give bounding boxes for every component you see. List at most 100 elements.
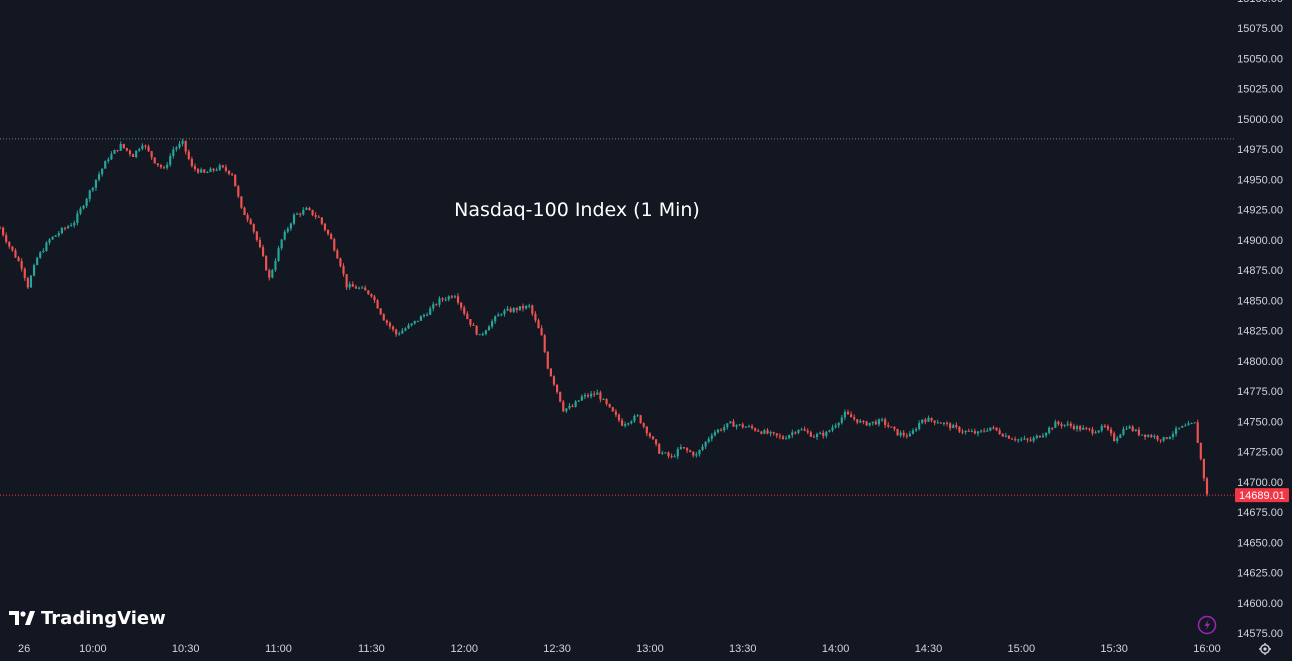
candle-body	[187, 151, 190, 160]
candle-body	[429, 308, 432, 315]
candle-body	[1190, 423, 1193, 425]
candle-body	[636, 415, 639, 417]
tradingview-logo-icon	[9, 611, 35, 625]
candle-body	[376, 300, 379, 309]
candle-body	[732, 421, 735, 427]
candle-body	[1091, 429, 1094, 434]
candle-body	[645, 426, 648, 434]
candle-body	[388, 322, 392, 327]
candle-body	[243, 207, 246, 216]
y-tick-label: 14625.00	[1237, 568, 1283, 580]
x-tick-label: 16:00	[1193, 643, 1221, 655]
candle-body	[992, 427, 995, 429]
candle-body	[874, 421, 877, 425]
candle-body	[571, 405, 574, 407]
candle-body	[741, 424, 744, 428]
candle-body	[135, 150, 138, 157]
candle-body	[590, 393, 593, 397]
y-tick-label: 14850.00	[1237, 295, 1283, 307]
y-tick-label: 14875.00	[1237, 265, 1283, 277]
candle-body	[364, 287, 367, 291]
tradingview-wordmark: TradingView	[41, 608, 166, 629]
candle-body	[528, 305, 531, 307]
candle-body	[521, 306, 525, 309]
candle-body	[1057, 421, 1060, 425]
chart-title: Nasdaq-100 Index (1 Min)	[454, 199, 700, 221]
candle-body	[692, 451, 695, 456]
candle-body	[320, 217, 323, 224]
candle-body	[283, 231, 286, 240]
candle-body	[846, 411, 850, 415]
candle-body	[150, 151, 153, 158]
candle-body	[70, 225, 73, 227]
candle-body	[924, 419, 927, 422]
candle-body	[806, 430, 809, 433]
candle-body	[1187, 423, 1190, 426]
candle-body	[701, 446, 704, 450]
candle-body	[825, 431, 828, 436]
candle-body	[39, 252, 42, 258]
tradingview-logo[interactable]: TradingView	[9, 608, 166, 629]
candle-body	[785, 438, 788, 440]
candle-body	[772, 432, 775, 434]
candle-body	[1032, 437, 1035, 441]
candle-body	[1193, 422, 1196, 424]
x-tick-label: 12:00	[450, 643, 478, 655]
candle-body	[184, 140, 187, 152]
candle-body	[778, 435, 781, 437]
candle-body	[1196, 422, 1199, 443]
candle-body	[17, 257, 20, 262]
candle-body	[871, 421, 874, 423]
candle-body	[859, 420, 862, 423]
candle-body	[667, 452, 670, 457]
candle-body	[1162, 437, 1165, 441]
candle-body	[385, 320, 388, 323]
candle-body	[704, 441, 707, 447]
candle-body	[599, 392, 602, 400]
candle-body	[942, 422, 946, 424]
candle-body	[444, 299, 447, 301]
x-tick-label: 13:00	[636, 643, 664, 655]
candle-body	[908, 433, 911, 437]
candle-body	[729, 421, 732, 424]
candle-body	[1106, 426, 1110, 430]
candle-body	[357, 287, 361, 289]
candle-body	[48, 239, 51, 243]
candle-body	[469, 319, 472, 325]
candle-body	[995, 427, 998, 431]
candle-body	[760, 431, 763, 434]
candle-body	[97, 174, 101, 180]
candle-body	[1082, 427, 1085, 430]
candle-body	[540, 328, 543, 336]
candle-body	[1178, 427, 1181, 429]
candle-body	[791, 432, 794, 436]
candle-body	[221, 165, 224, 168]
candle-body	[342, 266, 345, 275]
candle-body	[936, 422, 939, 424]
candle-body	[1103, 425, 1106, 427]
candle-body	[401, 330, 404, 334]
candle-body	[1075, 426, 1079, 430]
lightning-icon[interactable]	[1197, 615, 1217, 635]
candle-body	[203, 169, 206, 173]
candle-body	[141, 145, 144, 150]
gear-icon[interactable]	[1259, 643, 1271, 655]
time-axis[interactable]: 26 10:00 10:30 11:00 11:30 12:00 12:30 13:00 13:…	[18, 643, 1221, 655]
candle-body	[639, 415, 642, 424]
candle-body	[354, 286, 357, 289]
candle-body	[101, 168, 104, 175]
y-tick-label: 14575.00	[1237, 628, 1283, 640]
y-tick-label: 14600.00	[1237, 598, 1283, 610]
candle-body	[317, 216, 320, 218]
candle-body	[113, 150, 116, 154]
candle-body	[998, 430, 1001, 435]
candle-body	[664, 452, 667, 454]
candle-body	[450, 296, 453, 298]
price-axis[interactable]: 14575.00 14600.00 14625.00 14650.00 14675.00…	[1237, 0, 1283, 640]
candle-body	[880, 419, 884, 421]
y-tick-label: 14950.00	[1237, 174, 1283, 186]
candle-body	[51, 236, 54, 240]
candle-body	[716, 429, 720, 433]
